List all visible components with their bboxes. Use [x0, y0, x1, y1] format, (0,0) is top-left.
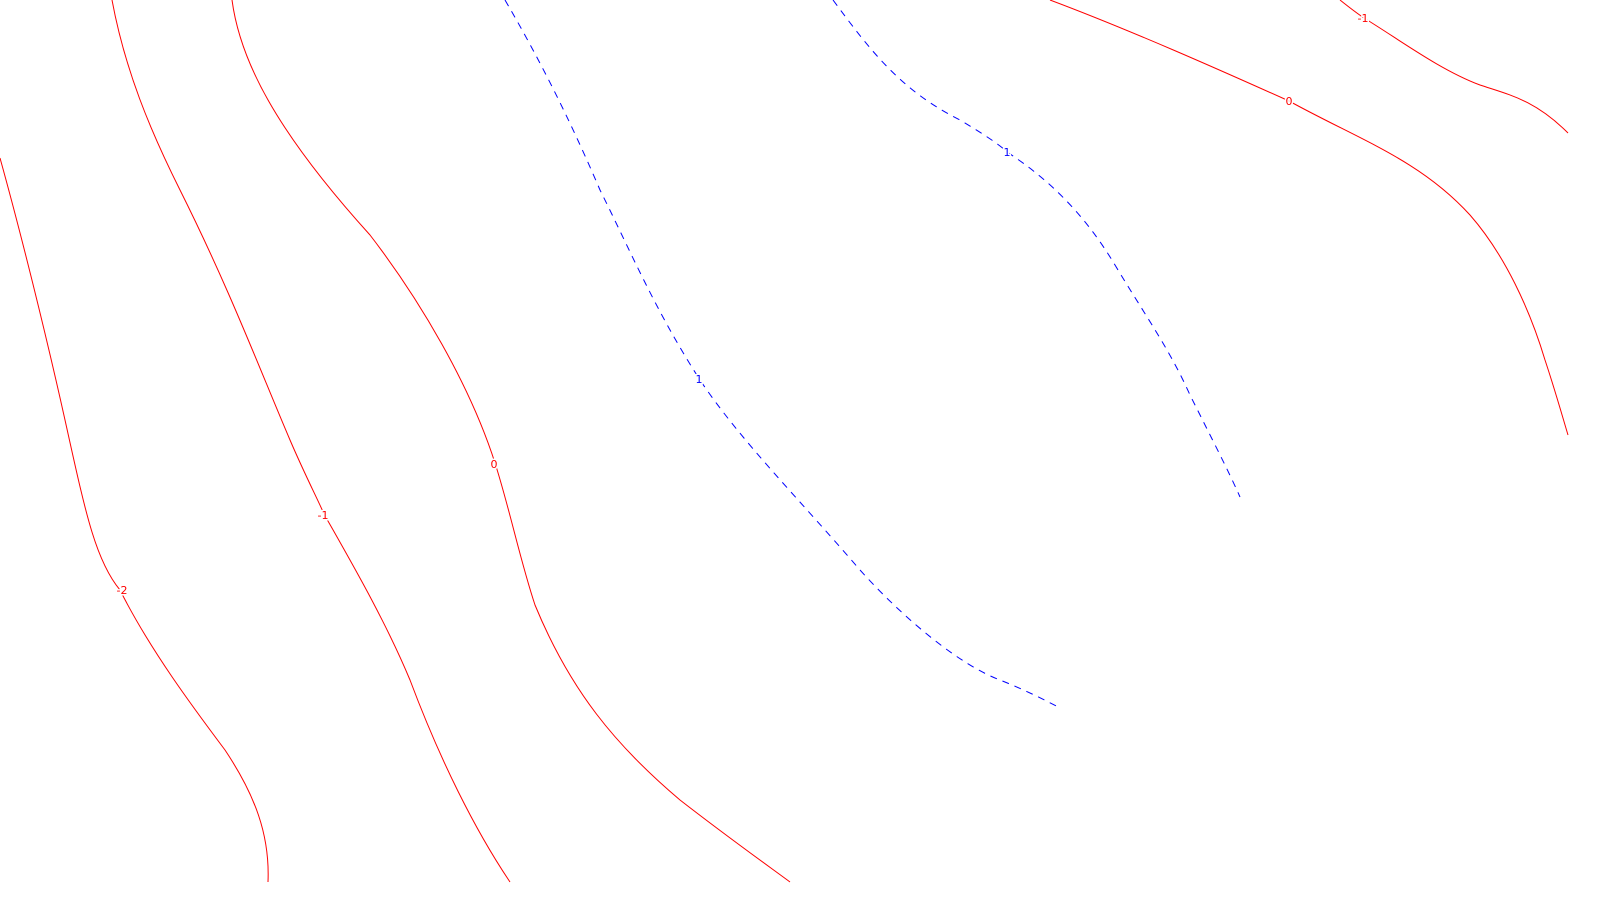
contour-line-zero-right: [1049, 0, 1569, 436]
contour-label-minus-2: -2: [117, 584, 128, 597]
contour-label-zero-right: 0: [1286, 95, 1293, 108]
contour-label-one-left: 1: [696, 373, 703, 386]
contour-line-one-left: [504, 0, 1061, 709]
contour-label-minus-1-right: -1: [1358, 12, 1369, 25]
contour-label-minus-1-left: -1: [318, 509, 329, 522]
contour-line-zero-left: [231, 0, 791, 883]
contour-line-minus-1-right: [1339, 0, 1569, 134]
contour-line-one-right: [832, 0, 1241, 498]
contour-label-zero-left: 0: [491, 458, 498, 471]
contour-line-minus-2: [0, 157, 269, 883]
contour-line-minus-1-left: [111, 0, 511, 883]
contour-label-one-right: 1: [1004, 146, 1011, 159]
